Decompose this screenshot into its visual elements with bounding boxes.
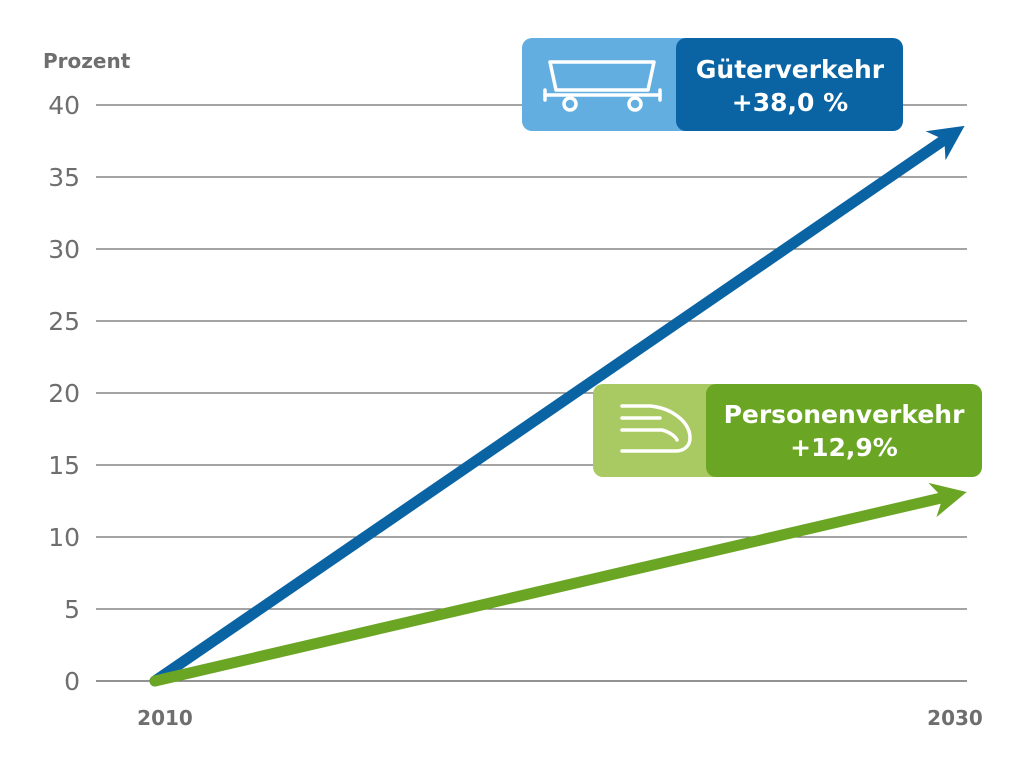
series-arrow-freight	[149, 125, 965, 687]
y-tick-labels: 0 5 10 15 20 25 30 35 40	[48, 91, 80, 696]
freight-label-panel	[676, 38, 903, 131]
y-tick-label-40: 40	[48, 91, 80, 120]
x-tick-label-2030: 2030	[927, 706, 983, 730]
y-tick-label-30: 30	[48, 235, 80, 264]
freight-icon-panel	[522, 38, 702, 131]
freight-badge: Güterverkehr +38,0 %	[522, 38, 903, 131]
high-speed-train-icon	[620, 404, 692, 453]
passenger-label-panel	[706, 384, 982, 477]
y-tick-label-35: 35	[48, 163, 80, 192]
freight-wagon-icon	[543, 60, 662, 112]
series-arrow-passenger	[149, 482, 967, 687]
y-tick-label-0: 0	[64, 667, 80, 696]
y-tick-label-5: 5	[64, 595, 80, 624]
freight-growth-value: +38,0 %	[732, 88, 848, 117]
y-tick-label-15: 15	[48, 451, 80, 480]
passenger-growth-value: +12,9%	[790, 433, 898, 462]
passenger-series-name: Personenverkehr	[724, 400, 966, 429]
x-tick-labels: 2010 2030	[137, 706, 983, 730]
y-tick-label-25: 25	[48, 307, 80, 336]
y-tick-label-20: 20	[48, 379, 80, 408]
y-tick-label-10: 10	[48, 523, 80, 552]
series-arrows	[149, 125, 967, 687]
x-tick-label-2010: 2010	[137, 706, 193, 730]
y-axis-unit-label: Prozent	[43, 49, 131, 73]
freight-series-name: Güterverkehr	[696, 55, 885, 84]
passenger-badge: Personenverkehr +12,9%	[593, 384, 982, 477]
